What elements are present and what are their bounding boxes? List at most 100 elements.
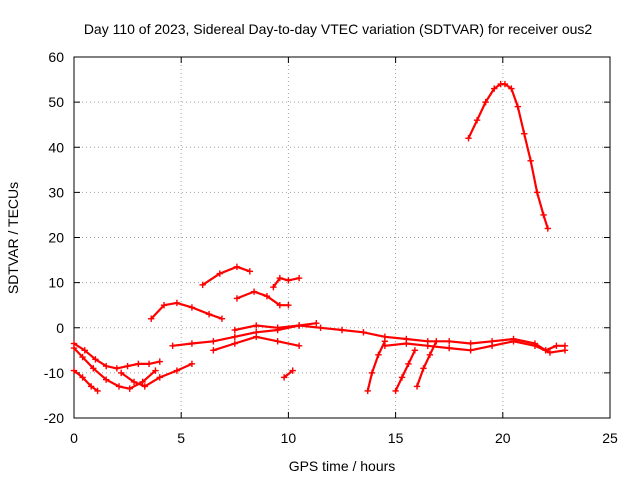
data-point (233, 263, 241, 271)
data-point (139, 378, 146, 386)
data-point (274, 326, 281, 334)
data-point (364, 387, 371, 395)
data-point (70, 367, 78, 374)
series-line-arc-high (467, 82, 549, 230)
data-point (403, 340, 410, 347)
data-point (246, 268, 254, 275)
data-point (467, 347, 474, 354)
y-tick-label-5: 30 (48, 184, 64, 200)
series-line-arc-bump-13 (235, 290, 290, 307)
series-line-arc-mid-rise (171, 322, 318, 347)
series-arc-10h (280, 367, 296, 381)
series-arc-mid-2 (210, 333, 303, 354)
data-point (420, 365, 427, 372)
y-tick-label-6: 40 (48, 139, 64, 155)
data-point (531, 342, 539, 349)
y-tick-label-8: 60 (48, 49, 64, 65)
data-point (173, 299, 181, 307)
data-point (473, 116, 481, 124)
data-point (488, 342, 496, 349)
data-point (561, 347, 569, 354)
data-point (295, 322, 303, 329)
data-point (295, 342, 303, 349)
data-point (514, 103, 522, 110)
data-point (188, 304, 196, 311)
y-axis-label: SDTVAR / TECUs (5, 182, 21, 294)
data-point (130, 378, 138, 386)
series-line-drop-3 (415, 340, 438, 388)
series-line-arc-low-left-3 (120, 362, 193, 388)
data-point (79, 374, 86, 381)
data-point (398, 374, 406, 381)
data-point (392, 387, 399, 395)
data-point (433, 338, 440, 345)
data-point (115, 383, 123, 390)
series-line-arc-low-left-2 (72, 347, 157, 390)
x-tick-label-0: 0 (70, 430, 78, 446)
data-point (90, 365, 97, 372)
series-arc-early (70, 367, 101, 395)
series-arc-15 (270, 274, 303, 291)
data-point (233, 295, 241, 302)
data-point (210, 338, 217, 345)
data-point (169, 342, 176, 349)
data-point (145, 360, 153, 368)
data-point (218, 315, 226, 322)
data-point (446, 338, 453, 345)
series-arc-base-2 (381, 338, 569, 356)
x-ticks: 0 5 10 15 20 25 (70, 57, 618, 446)
data-point (94, 387, 101, 395)
y-tick-label-3: 10 (48, 275, 64, 291)
data-point (188, 360, 196, 368)
data-point (553, 342, 560, 349)
series-line-arc-early (72, 369, 99, 392)
data-point (205, 311, 213, 318)
data-point (381, 338, 389, 345)
data-point (527, 157, 534, 164)
data-point (295, 274, 303, 282)
x-tick-label-1: 5 (177, 430, 185, 446)
chart-title: Day 110 of 2023, Sidereal Day-to-day VTE… (84, 21, 593, 37)
data-point (70, 344, 78, 352)
y-ticks: -20 -10 0 10 20 30 40 50 60 (44, 49, 610, 426)
series-line-arc-8 (150, 301, 223, 320)
data-point (188, 340, 196, 347)
data-point (156, 374, 163, 381)
data-point (231, 326, 238, 334)
data-point (482, 98, 489, 106)
y-tick-label-2: 0 (56, 320, 64, 336)
data-point (81, 347, 88, 354)
data-point (102, 376, 110, 383)
data-point (173, 367, 181, 374)
data-point (92, 356, 99, 363)
data-point (375, 351, 382, 359)
data-point (426, 351, 434, 359)
series-drop-1 (364, 338, 389, 395)
data-point (467, 340, 474, 347)
data-point (79, 353, 86, 361)
data-point (210, 347, 217, 354)
series-arc-14 (199, 263, 254, 289)
series-line-arc-low-left (72, 342, 161, 370)
series-line-arc-10h (283, 369, 294, 379)
data-point (424, 342, 431, 349)
series-drop-2 (392, 347, 419, 395)
series-arc-low-left-3 (117, 360, 196, 390)
data-point (411, 347, 419, 354)
series-line-arc-14 (201, 265, 251, 286)
x-tick-label-3: 15 (388, 430, 404, 446)
data-point (87, 383, 95, 390)
data-point (501, 80, 509, 88)
data-point (231, 340, 238, 347)
series-line-arc-15 (272, 277, 301, 289)
data-point (280, 374, 288, 381)
series-arc-high (465, 80, 552, 232)
x-axis-label: GPS time / hours (289, 458, 396, 474)
data-point (276, 274, 284, 282)
data-point (508, 85, 515, 92)
data-point (250, 288, 258, 295)
data-point (285, 301, 292, 309)
series-arc-8 (147, 299, 226, 322)
x-tick-label-5: 25 (602, 430, 618, 446)
data-point (289, 367, 296, 374)
